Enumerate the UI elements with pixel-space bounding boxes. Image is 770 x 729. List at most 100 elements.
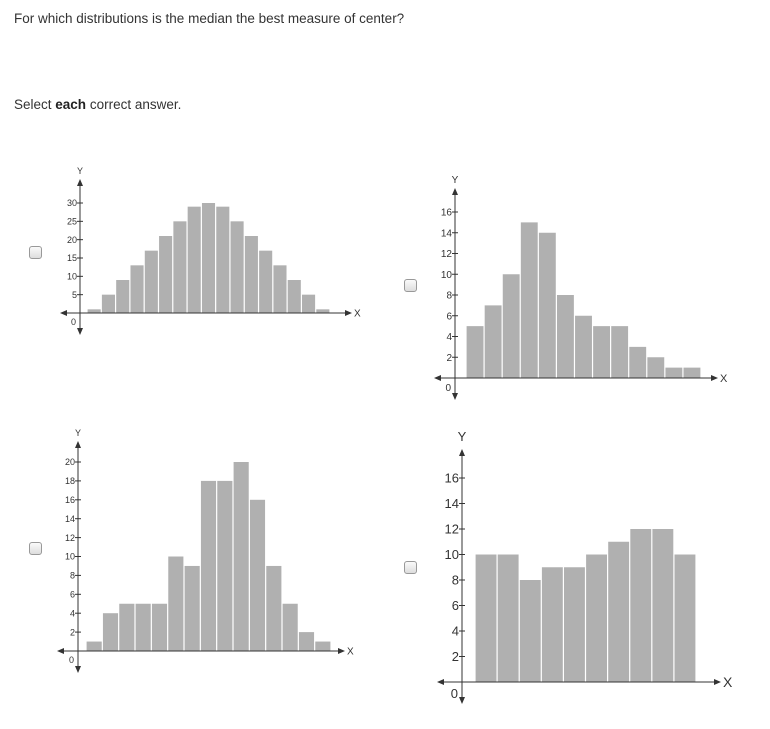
histogram-bar [674,554,696,682]
histogram-bar [217,480,233,651]
histogram-bar [116,280,130,313]
y-tick-label: 10 [445,547,459,562]
y-axis-arrow-down-icon [459,697,465,704]
y-tick-label: 12 [445,522,459,537]
y-tick-label: 5 [72,290,77,300]
y-tick-label: 4 [446,332,452,343]
histogram-bar [316,309,330,313]
x-axis-label: X [720,373,728,385]
y-tick-label: 10 [65,552,75,562]
y-tick-label: 16 [441,208,453,219]
histogram-bar [556,295,574,378]
histogram-bar [315,641,331,651]
histogram-bar [593,326,611,378]
y-tick-label: 4 [452,624,459,639]
y-tick-label: 14 [441,228,453,239]
x-axis-arrow-left-icon [57,648,64,654]
histogram-bar [144,250,158,313]
histogram-bar [259,250,273,313]
y-axis-arrow-down-icon [452,393,458,400]
histogram-bar [159,236,173,313]
histogram-bar [233,462,249,651]
option-b-checkbox[interactable] [404,279,417,292]
histogram-bar [187,206,201,313]
instruction-text: Select each correct answer. [14,97,181,112]
y-axis-arrow-up-icon [77,179,83,186]
histogram-bar [273,265,287,313]
y-axis-label: Y [452,175,459,186]
y-axis-label: Y [75,428,81,438]
histogram-bar [168,556,184,651]
question-text: For which distributions is the median th… [14,11,405,26]
y-tick-label: 6 [446,311,452,322]
histogram-bar [151,603,168,651]
y-axis-arrow-down-icon [75,666,81,673]
histogram-bar [586,554,607,682]
x-axis-arrow-left-icon [434,375,441,381]
instruction-suffix: correct answer. [86,97,182,112]
y-tick-label: 30 [67,198,77,208]
origin-label: 0 [451,686,458,701]
y-tick-label: 20 [67,235,77,245]
y-axis-arrow-up-icon [459,449,465,456]
option-c-checkbox[interactable] [29,542,42,555]
histogram-bar [630,529,652,682]
y-tick-label: 4 [70,608,75,618]
histogram-bar [216,206,230,313]
histogram-bar [200,480,217,651]
histogram-bar [173,221,187,313]
y-tick-label: 14 [445,496,459,511]
origin-label: 0 [445,383,451,394]
y-tick-label: 2 [452,649,459,664]
y-tick-label: 8 [446,291,452,302]
histogram-bar [102,613,119,651]
x-axis-label: X [723,674,733,690]
histogram-bar [652,529,674,682]
histogram-bar [538,232,556,378]
histogram-bar [282,603,298,651]
y-tick-label: 16 [445,471,459,486]
x-axis-arrow-left-icon [437,679,444,685]
x-axis-arrow-right-icon [345,310,352,316]
x-axis-arrow-right-icon [711,375,718,381]
histogram-bar [201,203,216,313]
y-tick-label: 8 [452,573,459,588]
histogram-bar [119,603,135,651]
y-tick-label: 10 [441,270,453,281]
histogram-bar [302,294,316,313]
option-d-checkbox[interactable] [404,561,417,574]
y-tick-label: 2 [446,353,452,364]
histogram-bar [130,265,144,313]
x-axis-label: X [347,647,354,658]
histogram-bar [135,603,151,651]
histogram-bar [608,541,630,682]
y-tick-label: 16 [65,495,75,505]
x-axis-label: X [354,309,361,320]
histogram-bar [683,367,701,378]
x-axis-arrow-left-icon [60,310,67,316]
y-tick-label: 12 [65,533,75,543]
y-tick-label: 18 [65,476,75,486]
option-a-checkbox[interactable] [29,246,42,259]
y-tick-label: 20 [65,457,75,467]
histogram-bar [484,305,502,378]
origin-label: 0 [71,317,76,327]
histogram-bar [86,641,102,651]
histogram-bar [665,367,683,378]
histogram-bar [475,554,497,682]
histogram-bar [298,632,315,651]
histogram-bar [611,326,629,378]
y-axis-label: Y [458,429,467,444]
histogram-bar [541,567,563,682]
instruction-bold: each [55,97,87,112]
histogram-bar [564,567,585,682]
x-axis-arrow-right-icon [338,648,345,654]
x-axis-arrow-right-icon [714,679,721,685]
histogram-bar [520,222,538,378]
y-tick-label: 6 [452,598,459,613]
histogram-bar [519,580,541,682]
histogram-bar [230,221,244,313]
histogram-bar [629,346,647,378]
y-axis-arrow-up-icon [75,441,81,448]
y-tick-label: 10 [67,271,77,281]
